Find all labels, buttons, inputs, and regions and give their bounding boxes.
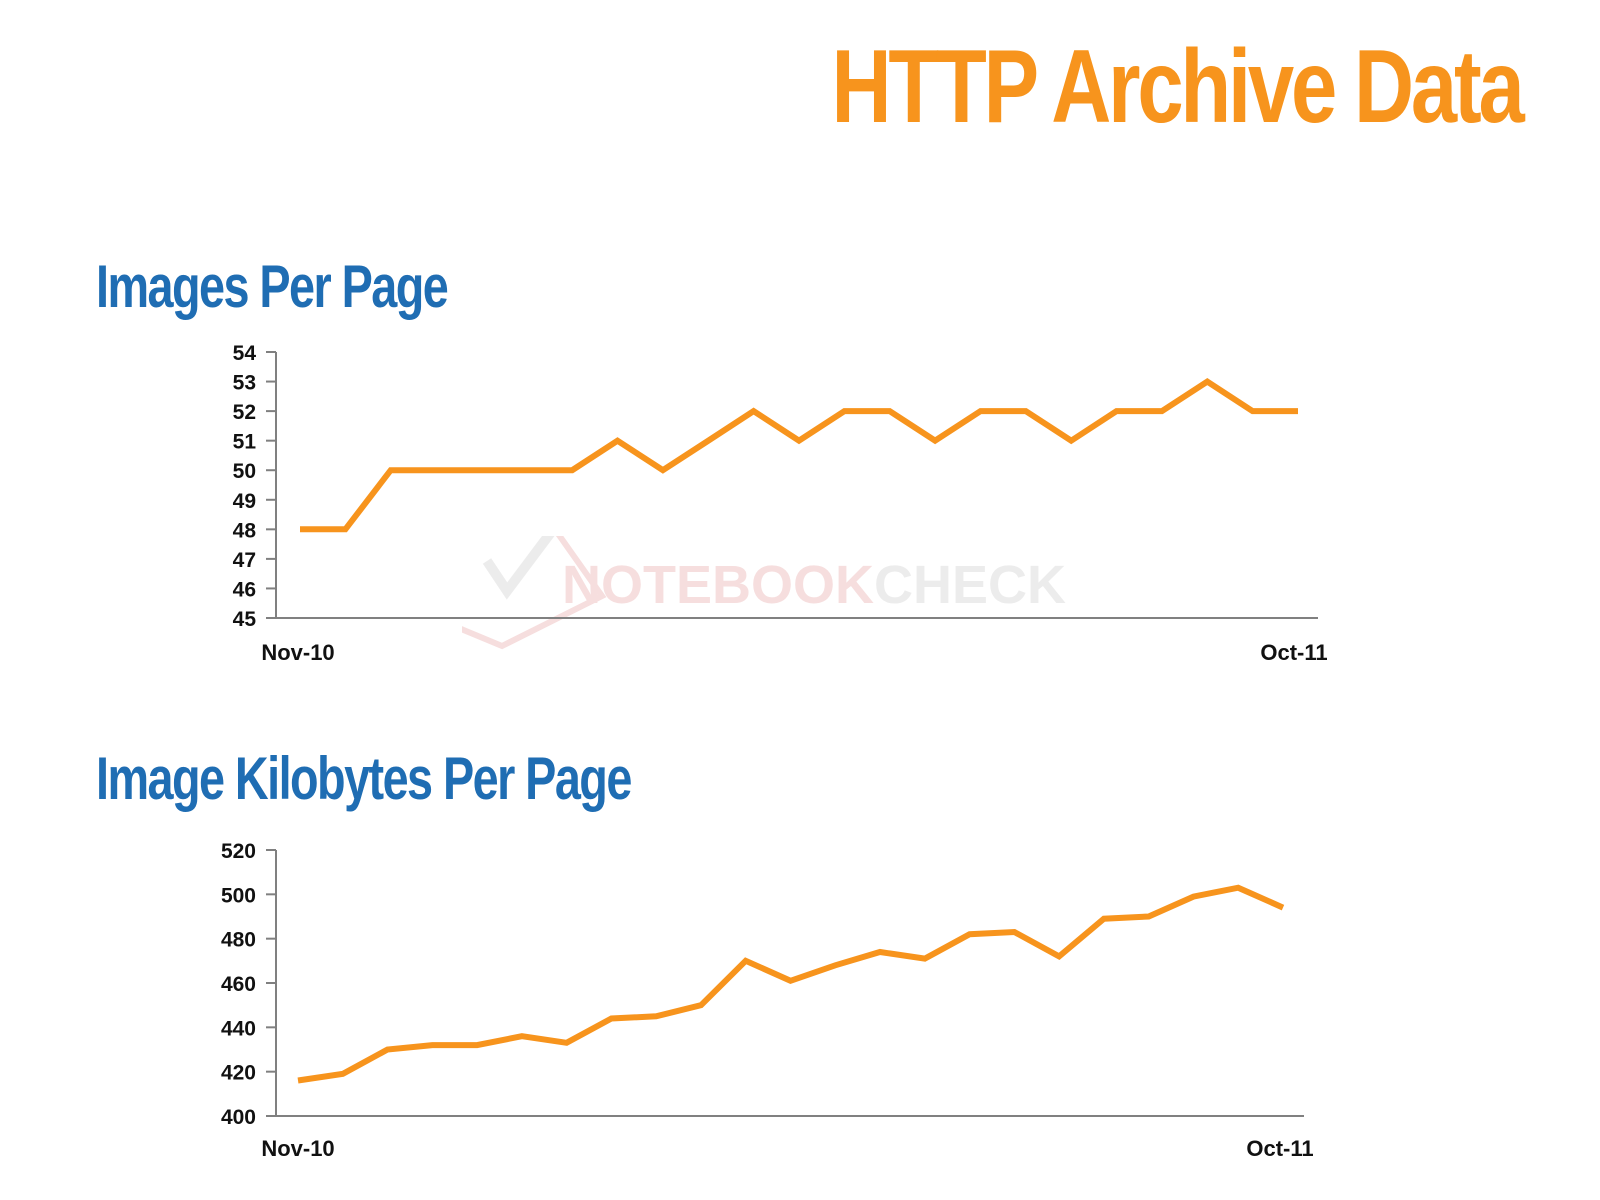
y-tick-label: 500: [221, 884, 256, 907]
y-tick-label: 45: [233, 608, 257, 631]
watermark: NOTEBOOKCHECK: [451, 525, 1122, 656]
y-tick-label: 49: [233, 490, 256, 513]
x-tick-label-end: Oct-11: [1260, 640, 1327, 665]
y-tick-label: 47: [233, 549, 256, 572]
series-line: [300, 378, 1298, 533]
y-tick-label: 53: [233, 372, 256, 395]
y-tick-label: 480: [221, 929, 256, 952]
image-kilobytes-per-page-chart: 400 420 440 460 480 500 520 Nov-10 Oct-11: [221, 840, 1314, 1161]
y-tick-label: 50: [233, 460, 256, 483]
images-per-page-chart: 45 46 47 48 49 50 51 52 53 54 Nov-10 Oct-11: [233, 342, 1328, 665]
y-tick-label: 52: [233, 401, 256, 424]
y-tick-label: 460: [221, 973, 256, 996]
watermark-brand-b: CHECK: [874, 555, 1067, 615]
y-tick-label: 54: [233, 342, 257, 365]
x-tick-label-end: Oct-11: [1246, 1136, 1313, 1161]
y-tick-label: 420: [221, 1062, 256, 1085]
y-tick-label: 520: [221, 840, 256, 863]
y-tick-label: 51: [233, 431, 257, 454]
series-line: [297, 884, 1285, 1084]
y-tick-label: 440: [221, 1017, 256, 1040]
y-tick-label: 46: [233, 578, 256, 601]
chart-title-image-kilobytes-per-page: Image Kilobytes Per Page: [96, 745, 632, 812]
watermark-text: NOTEBOOKCHECK: [562, 554, 1066, 616]
x-tick-label-start: Nov-10: [261, 640, 334, 665]
y-tick-label: 400: [221, 1106, 256, 1129]
y-tick-label: 48: [233, 519, 257, 542]
x-tick-label-start: Nov-10: [261, 1136, 334, 1161]
page-title: HTTP Archive Data: [831, 29, 1525, 145]
watermark-brand-a: NOTEBOOK: [562, 555, 875, 615]
chart-title-images-per-page: Images Per Page: [96, 253, 449, 320]
